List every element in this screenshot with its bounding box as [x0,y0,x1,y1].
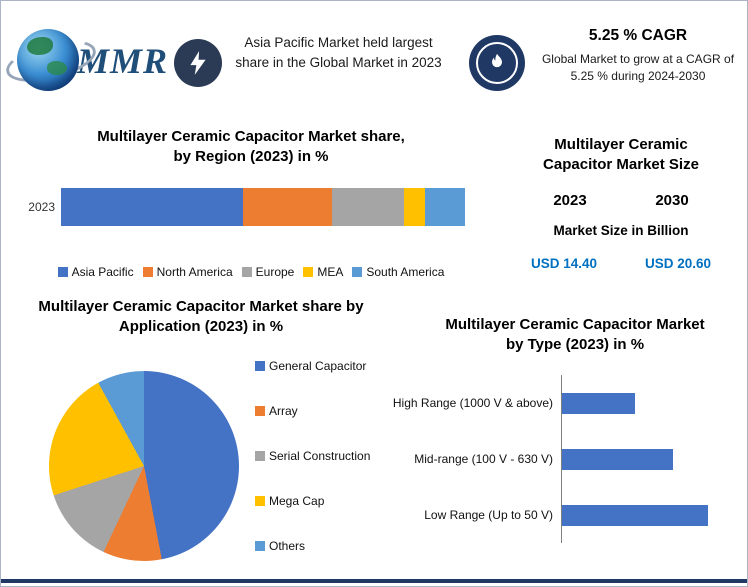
cagr-block: 5.25 % CAGR Global Market to grow at a C… [537,27,739,85]
application-legend-swatch [255,406,265,416]
legend-item: North America [142,265,233,279]
header-highlight-text: Asia Pacific Market held largest share i… [235,35,442,70]
legend-item: Europe [241,265,294,279]
region-chart-title: Multilayer Ceramic Capacitor Market shar… [97,128,405,166]
legend-item: General Capacitor [255,359,415,373]
type-bar [562,448,673,470]
region-axis-label: 2023 [28,200,55,214]
type-bar [562,504,708,526]
region-legend: Asia Pacific North America Europe MEA So… [31,265,471,279]
market-size-years: 2023 2030 [501,192,741,209]
region-legend-swatch [57,267,68,277]
market-size-values: USD 14.40 USD 20.60 [501,256,741,271]
region-bar-segment [404,188,425,226]
type-chart-row: Mid-range (100 V - 630 V) [369,431,737,487]
type-chart-row: Low Range (Up to 50 V) [369,487,737,543]
type-category-label: High Range (1000 V & above) [392,395,553,410]
legend-item: Mega Cap [255,494,415,508]
flame-icon [469,35,525,91]
region-legend-swatch [303,267,314,277]
legend-item: South America [352,265,444,279]
region-bar-segment [331,188,405,226]
application-legend: General Capacitor Array Serial Construct… [255,359,415,584]
legend-item: Asia Pacific [57,265,134,279]
market-size-year: 2030 [655,191,689,209]
type-category-label: Mid-range (100 V - 630 V) [414,451,553,466]
logo-text: MMR [77,41,169,81]
application-legend-swatch [255,451,265,461]
legend-item: Serial Construction [255,449,415,463]
market-size-year: 2023 [553,191,587,209]
region-stacked-bar [61,188,465,226]
type-bar [562,392,635,414]
globe-icon [2,25,100,97]
type-chart: High Range (1000 V & above) Mid-range (1… [369,375,737,543]
legend-item: Others [255,539,415,553]
cagr-title: 5.25 % CAGR [588,27,688,44]
type-chart-row: High Range (1000 V & above) [369,375,737,431]
application-legend-swatch [255,361,265,371]
cagr-text: Global Market to grow at a CAGR of 5.25 … [541,52,735,83]
lightning-icon [174,39,222,87]
market-size-subtitle: Market Size in Billion [553,222,689,238]
type-category-label: Low Range (Up to 50 V) [424,507,553,522]
legend-item: MEA [303,265,343,279]
market-size-value: USD 20.60 [644,255,711,271]
market-size-value: USD 14.40 [531,255,598,271]
mmr-logo: MMR [2,23,171,99]
legend-item: Array [255,404,415,418]
region-chart: 2023 [19,187,465,227]
application-legend-swatch [255,496,265,506]
application-legend-swatch [255,541,265,551]
region-legend-swatch [241,267,252,277]
type-chart-title: Multilayer Ceramic Capacitor Market by T… [445,316,705,354]
region-bar-segment [61,188,243,226]
market-size-title: Multilayer Ceramic Capacitor Market Size [543,136,699,174]
region-bar-segment [242,188,332,226]
application-chart-title: Multilayer Ceramic Capacitor Market shar… [38,298,364,336]
region-bar-segment [424,188,465,226]
application-pie [49,371,239,561]
market-size-panel: Multilayer Ceramic Capacitor Market Size… [501,135,741,271]
bottom-accent-strip [1,579,747,583]
region-legend-swatch [142,267,153,277]
region-legend-swatch [352,267,363,277]
